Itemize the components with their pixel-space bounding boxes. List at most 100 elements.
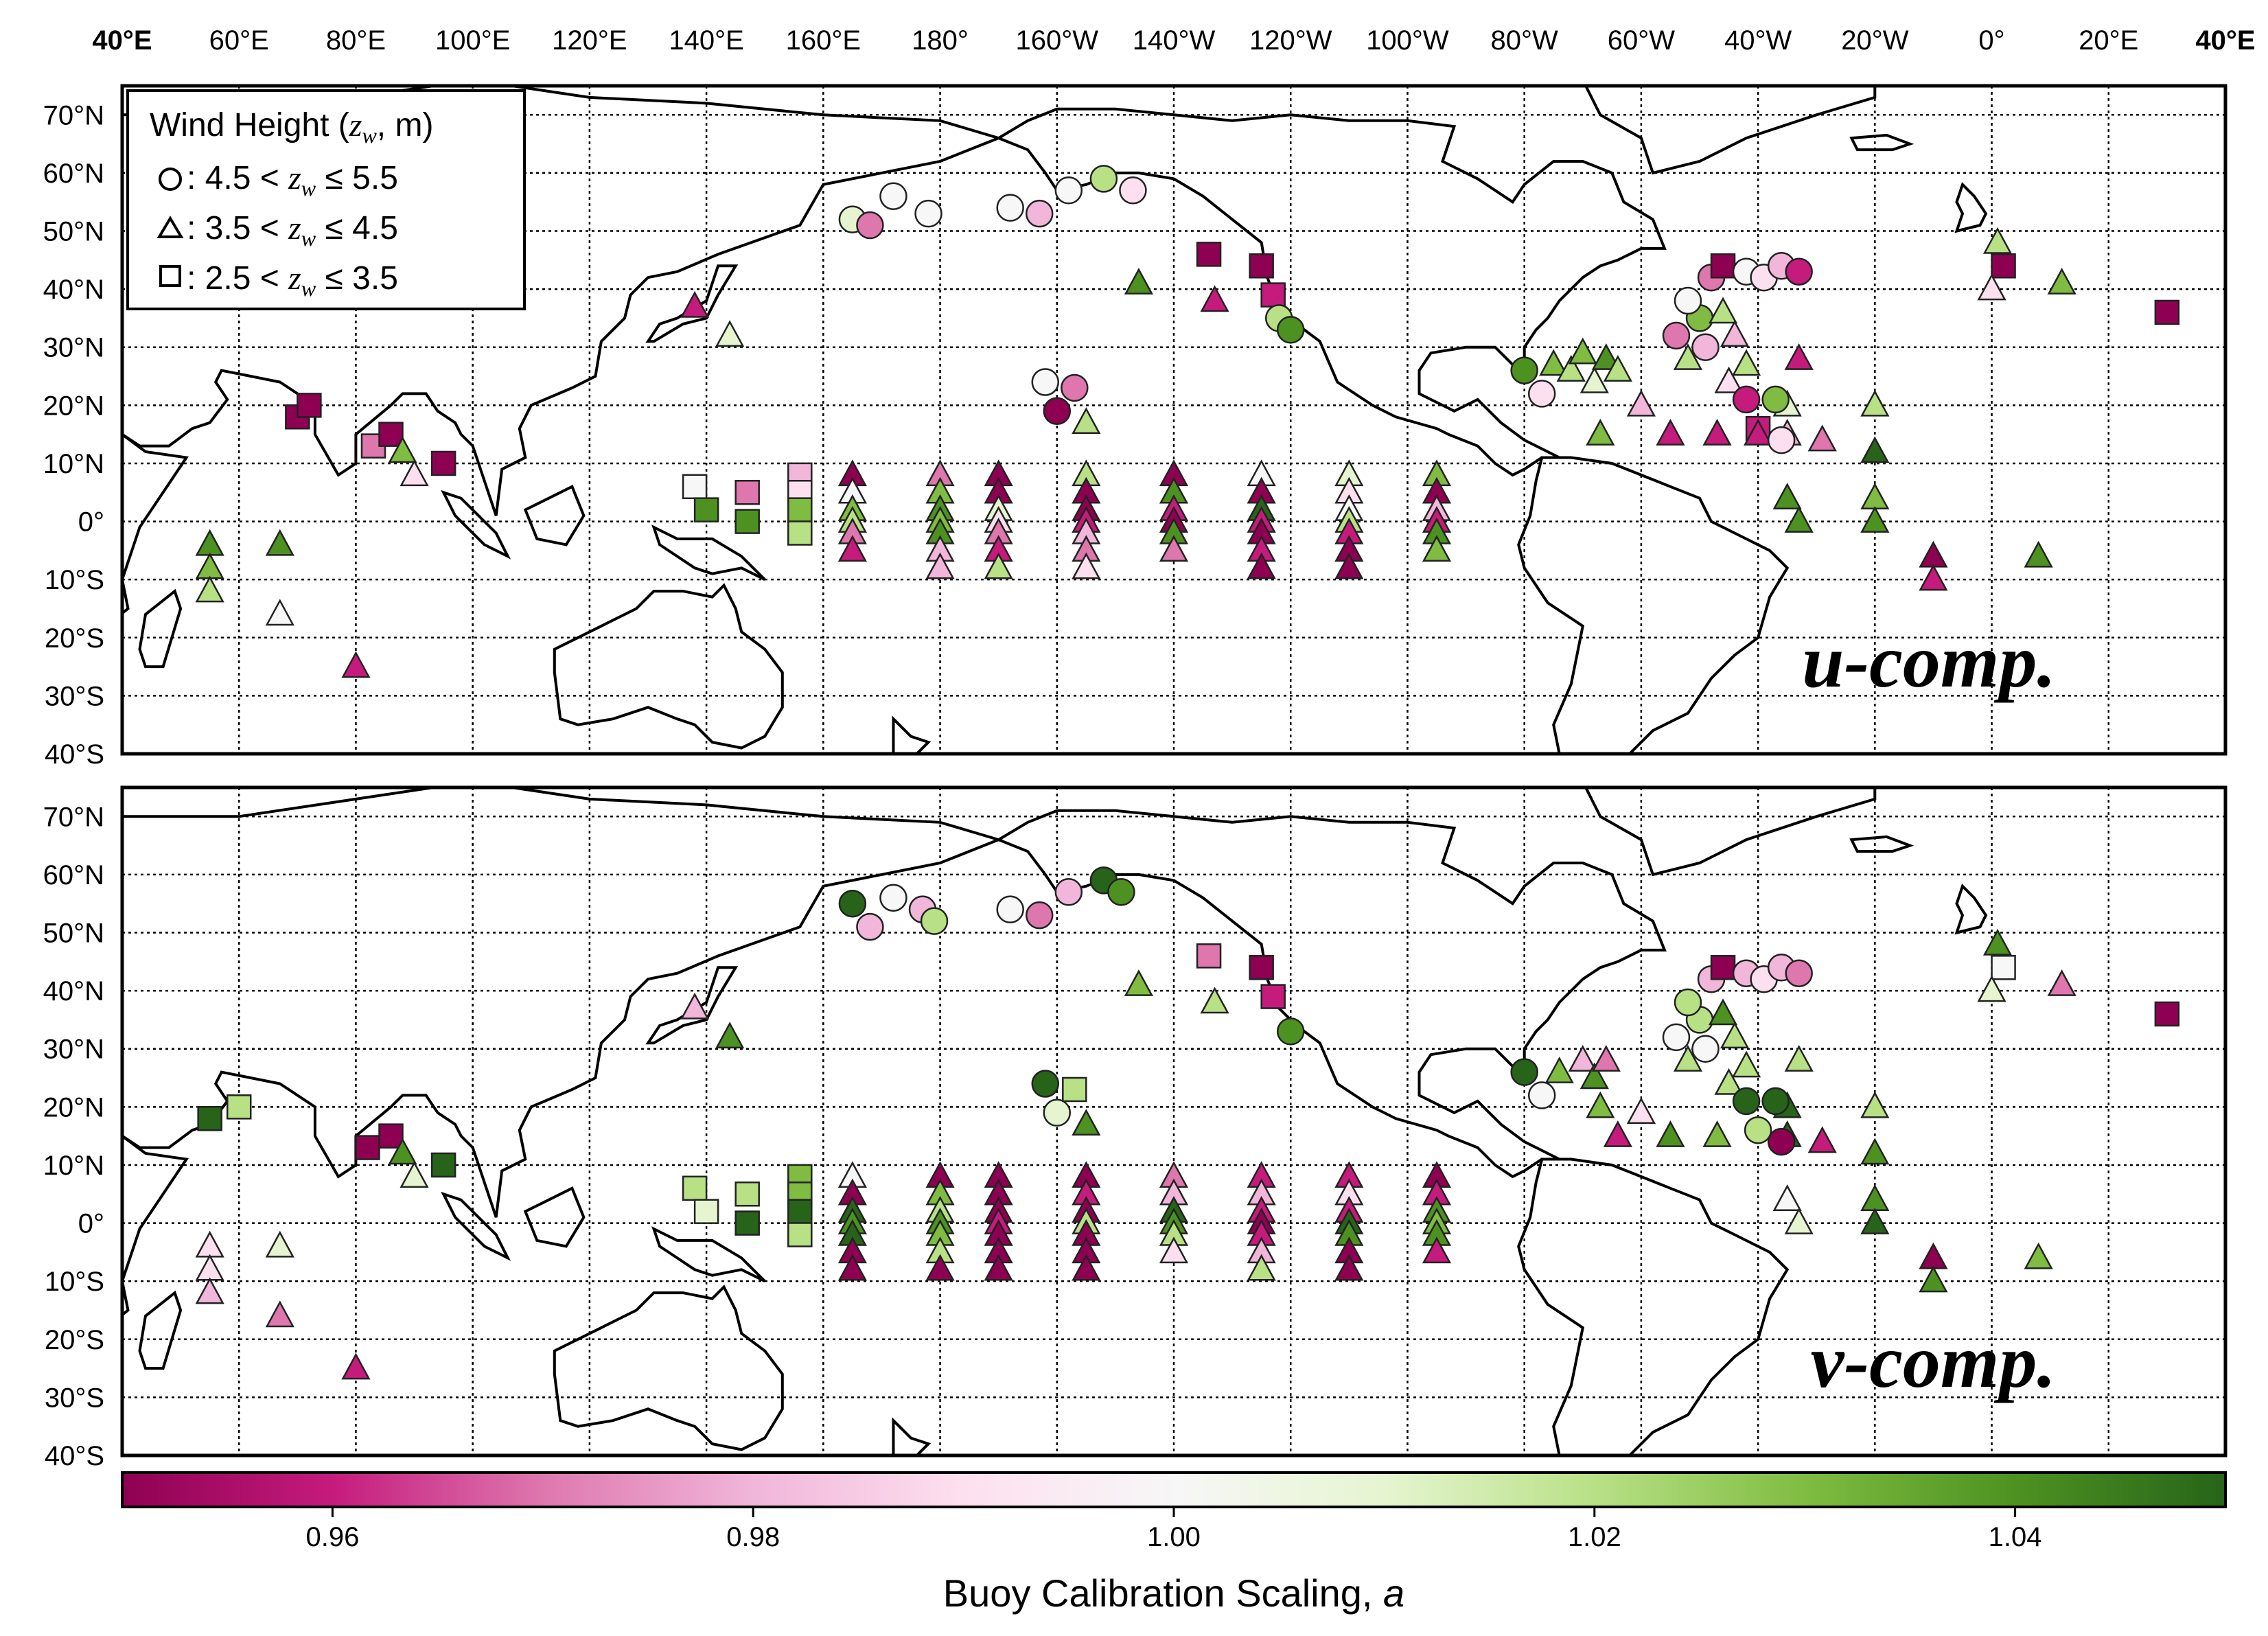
coastline [441,489,511,560]
buoy-triangle-marker [1772,1184,1802,1211]
coastline [122,86,1003,516]
buoy-triangle-marker [1702,419,1732,446]
buoy-triangle-marker [1919,540,1948,568]
u-comp-label: u-comp. [1802,619,2056,703]
buoy-square-marker [787,497,813,522]
buoy-circle-marker [879,182,907,211]
buoy-triangle-marker [1860,483,1890,509]
buoy-markers [195,866,2180,1380]
buoy-triangle-marker [388,1138,417,1165]
buoy-triangle-marker [1784,1207,1814,1234]
buoy-triangle-marker [1977,975,2006,1002]
buoy-triangle-marker [1731,1050,1761,1078]
panel-frame [120,785,2228,1458]
buoy-square-marker [734,1210,760,1236]
longitude-tick-label: 120°E [552,25,627,56]
buoy-triangle-marker [1072,1254,1101,1281]
buoy-triangle-marker [1772,483,1802,509]
buoy-triangle-marker [1860,1091,1890,1118]
buoy-triangle-marker [1720,1022,1750,1049]
buoy-triangle-marker [1807,1126,1837,1153]
longitude-tick-label: 40°E [92,25,152,56]
latitude-tick-label: 40°S [45,1441,104,1471]
coastline [651,1226,766,1282]
buoy-triangle-marker [265,529,294,556]
latitude-tick-label: 20°N [43,1092,104,1122]
legend-entry-square: : 2.5 < zw ≤ 3.5 [159,260,398,301]
buoy-triangle-marker [925,1254,955,1281]
buoy-triangle-marker [715,320,745,347]
coastline [1849,133,1914,152]
buoy-square-marker [1991,955,2016,980]
buoy-triangle-marker [1860,1207,1890,1234]
buoy-triangle-marker [1731,349,1761,376]
legend-title: Wind Height (zw, m) [150,107,433,148]
buoy-triangle-marker [1656,419,1685,446]
longitude-tick-label: 140°W [1133,25,1216,56]
buoy-triangle-marker [680,992,710,1019]
buoy-circle-marker [1510,356,1538,384]
buoy-square-marker [1991,253,2016,279]
latitude-tick-label: 30°S [45,681,104,711]
buoy-circle-marker [1691,333,1720,361]
buoy-triangle-marker [1860,389,1890,417]
coastline [645,264,739,343]
buoy-square-marker [1710,253,1736,279]
v-comp-label: v-comp. [1811,1320,2056,1403]
latitude-tick-label: 50°N [43,919,104,949]
buoy-square-marker [693,1199,719,1224]
colorbar-ticks: 0.96 0.98 1.00 1.02 1.04 [305,1507,2042,1552]
coastline [995,107,1667,477]
latitude-tick-label: 0° [78,507,104,538]
buoy-square-marker [682,1175,708,1201]
buoy-circle-marker [1276,316,1305,344]
coastlines [122,86,1988,754]
latitude-tick-label: 10°N [43,449,104,479]
coastline [138,1290,183,1370]
legend: Wind Height (zw, m) : 4.5 < zw ≤ 5.5 : 3… [126,89,526,310]
longitude-tick-label: 160°E [786,25,861,56]
buoy-square-marker [355,1135,380,1160]
buoy-triangle-marker [925,552,955,579]
buoy-triangle-marker [1334,552,1364,579]
buoy-triangle-marker [1159,535,1189,562]
buoy-triangle-marker [265,599,294,626]
buoy-triangle-marker [1860,436,1890,463]
longitude-tick-label: 40°W [1724,25,1792,56]
latitude-tick-label: 30°N [43,333,104,363]
coastline [122,430,189,743]
buoy-triangle-marker [195,552,224,579]
coastline [1517,1157,1790,1455]
longitude-tick-label: 20°W [1841,25,1908,56]
buoy-triangle-marker [1919,1242,1948,1269]
circle-marker-icon [159,168,182,191]
latitude-tick-label: 10°S [45,1267,104,1297]
longitude-tick-label: 20°E [2079,25,2138,56]
buoy-triangle-marker [1591,1045,1621,1072]
buoy-triangle-marker [1744,419,1773,446]
buoy-circle-marker [1276,1017,1305,1046]
buoy-triangle-marker [1784,505,1814,533]
latitude-tick-label: 30°N [43,1035,104,1065]
buoy-triangle-marker [195,1254,224,1281]
buoy-triangle-marker [1539,349,1569,376]
buoy-square-marker [1249,955,1274,980]
latitude-tick-label: 30°S [45,1383,104,1413]
buoy-square-marker [734,509,760,534]
coastline [441,1191,511,1261]
latitude-tick-label: 40°N [43,976,104,1006]
buoy-square-marker [197,1106,222,1131]
colorbar: 0.96 0.98 1.00 1.02 1.04 Buoy Calibration Sc… [121,1471,2227,1615]
buoy-square-marker [2154,1001,2180,1027]
buoy-triangle-marker [1714,366,1744,393]
buoy-square-marker [1710,955,1736,980]
legend-entry-circle: : 4.5 < zw ≤ 5.5 [159,160,398,200]
longitude-tick-label: 120°W [1249,25,1332,56]
u-component-panel: 70°N 60°N 50°N 40°N 30°N 20°N 10°N 0° 10°S 20°S 30… [43,84,2228,770]
coastline [122,787,1003,1218]
buoy-triangle-marker [1708,998,1738,1026]
legend-entry-label: : 4.5 < zw ≤ 5.5 [187,160,398,200]
buoy-circle-marker [1527,1081,1556,1109]
buoy-square-marker [1260,984,1286,1009]
longitude-tick-label: 0° [1978,25,2004,56]
